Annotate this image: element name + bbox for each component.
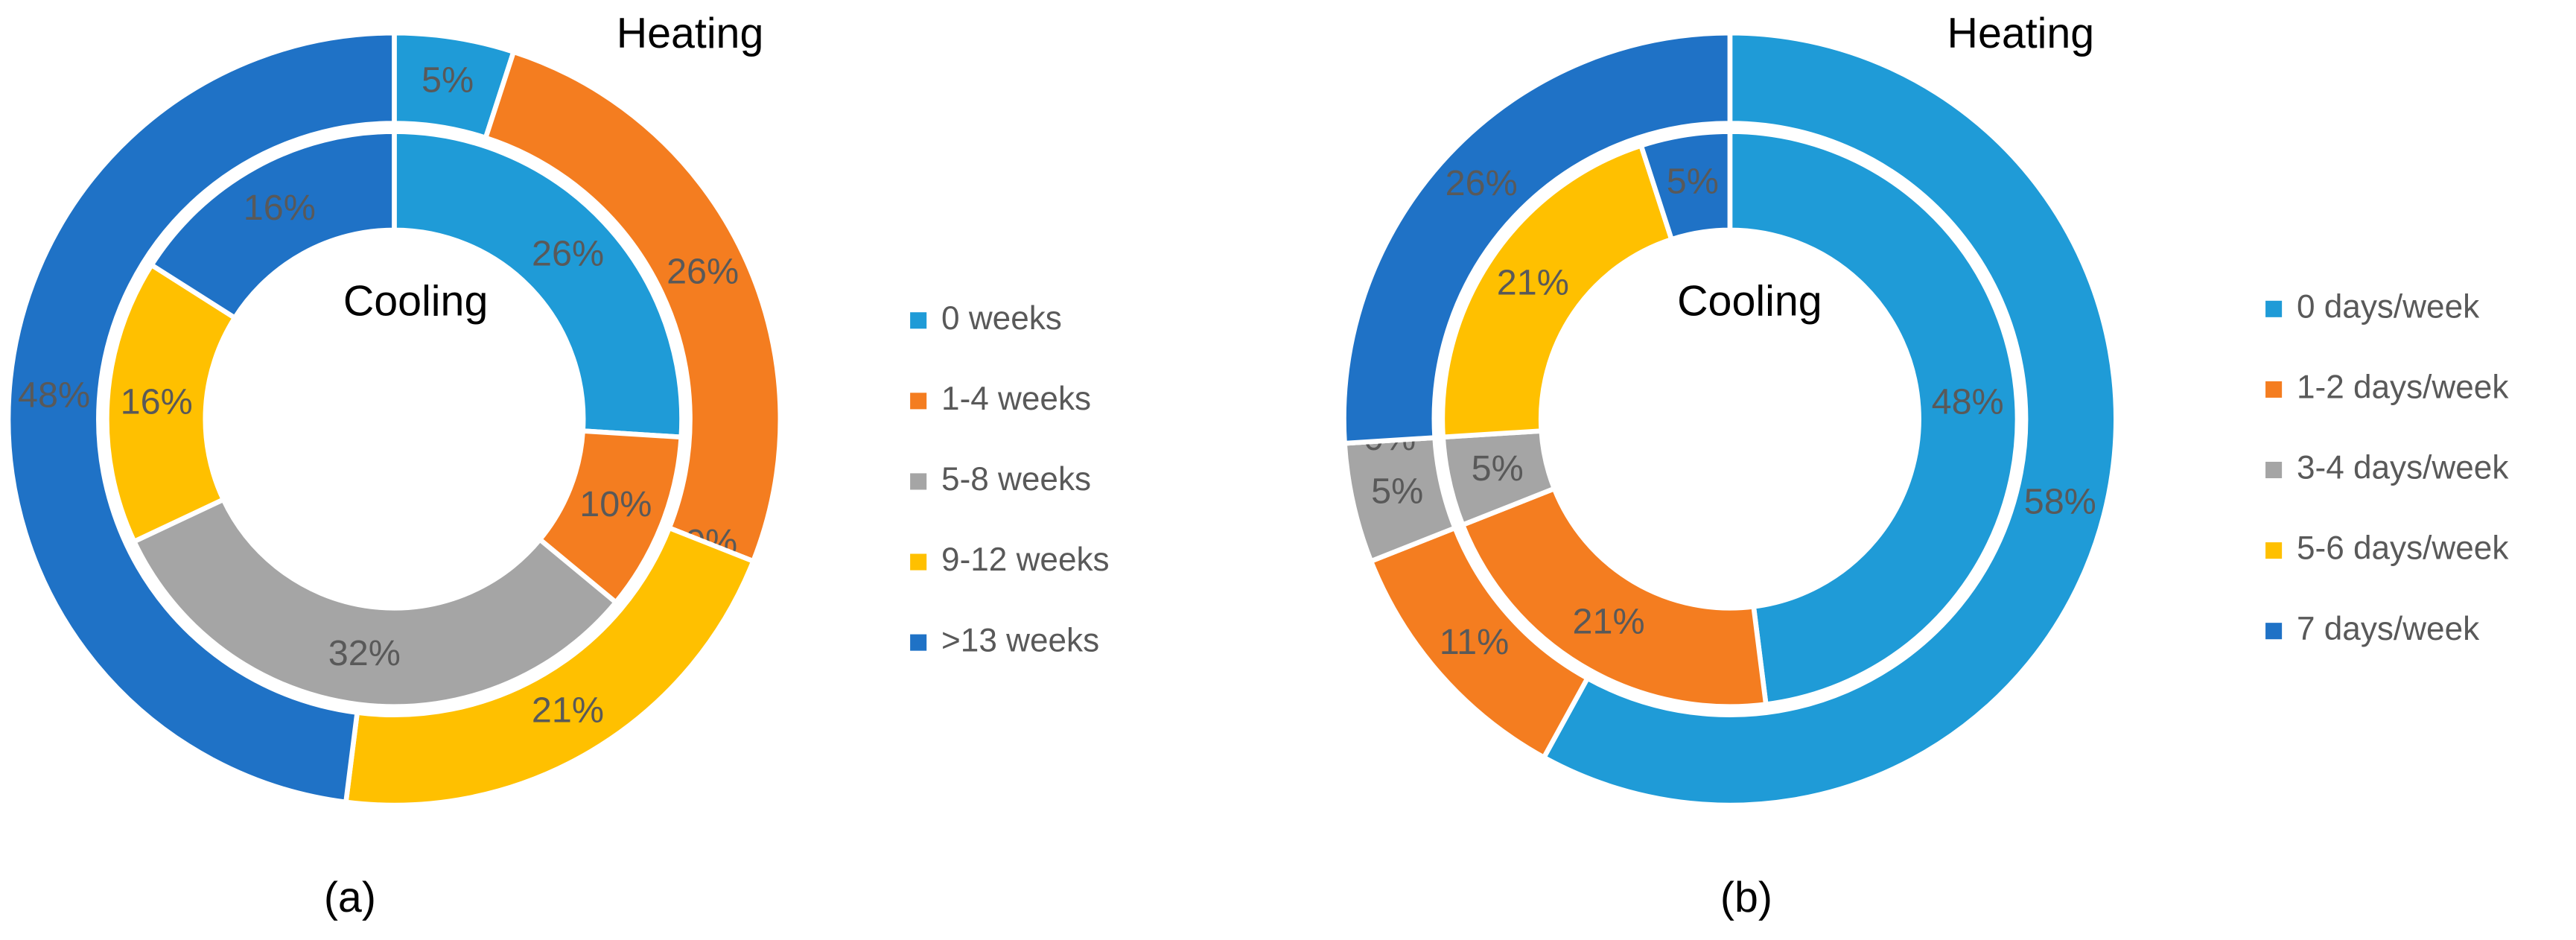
data-label: 5%	[1371, 471, 1423, 511]
legend-label: 5-8 weeks	[941, 461, 1091, 498]
data-label: 5%	[1667, 161, 1719, 201]
legend-label: 0 weeks	[941, 300, 1062, 337]
donut-segment	[1638, 129, 1733, 243]
data-label: 48%	[18, 375, 90, 416]
legend-label: 7 days/week	[2297, 611, 2480, 647]
caption: (b)	[1720, 874, 1772, 921]
caption: (a)	[324, 874, 376, 921]
donut-segment	[1459, 485, 1769, 709]
legend-label: >13 weeks	[941, 622, 1099, 658]
legend-label: 5-6 days/week	[2297, 530, 2509, 567]
legend-swatch	[2265, 381, 2283, 398]
donut-segment	[147, 129, 397, 322]
data-label: 26%	[667, 252, 739, 292]
legend-label: 3-4 days/week	[2297, 450, 2509, 486]
data-label: 11%	[1440, 622, 1510, 662]
legend-swatch	[2265, 542, 2283, 559]
data-label: 26%	[1446, 163, 1518, 203]
data-label: 21%	[1573, 602, 1645, 642]
legend-swatch	[910, 634, 927, 651]
data-label: 16%	[121, 381, 193, 422]
data-label: 48%	[1932, 381, 2004, 422]
data-label: 21%	[1497, 263, 1569, 303]
ring-label: Heating	[617, 10, 764, 57]
data-label: 26%	[532, 233, 604, 273]
donut-segment	[130, 496, 620, 709]
data-label: 16%	[244, 188, 316, 228]
data-label: 21%	[532, 690, 604, 730]
data-label: 10%	[579, 484, 652, 524]
donut-segment	[1341, 30, 1733, 446]
legend-swatch	[910, 312, 927, 329]
donut-segment	[5, 30, 397, 805]
donut-segment	[1440, 142, 1675, 440]
legend-swatch	[910, 553, 927, 571]
donut-segment	[343, 524, 757, 808]
legend-swatch	[2265, 623, 2283, 640]
legend-swatch	[910, 473, 927, 490]
legend-label: 0 days/week	[2297, 288, 2480, 325]
legend-label: 9-12 weeks	[941, 542, 1110, 578]
legend-swatch	[910, 393, 927, 410]
donut-segment	[482, 48, 783, 565]
legend-label: 1-2 days/week	[2297, 369, 2509, 406]
donut-segment	[392, 129, 684, 440]
data-label: 5%	[422, 60, 474, 100]
ring-label: Cooling	[343, 277, 488, 325]
data-label: 58%	[2024, 481, 2096, 521]
data-label: 5%	[1472, 448, 1524, 489]
ring-label: Heating	[1947, 10, 2095, 57]
data-label: 32%	[328, 633, 401, 673]
legend-swatch	[2265, 461, 2283, 479]
donut-segment	[1727, 129, 2020, 708]
legend-label: 1-4 weeks	[941, 381, 1091, 417]
legend-swatch	[2265, 300, 2283, 317]
donut-segment	[1540, 30, 2119, 808]
ring-label: Cooling	[1677, 277, 1822, 325]
